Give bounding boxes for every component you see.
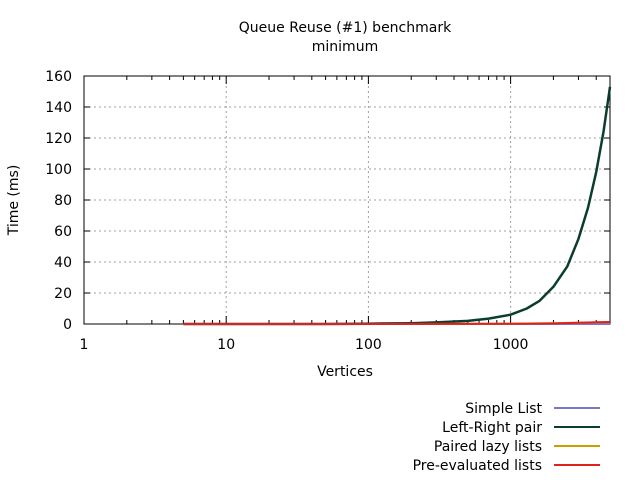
series-line-left-right-pair xyxy=(183,86,612,326)
chart-subtitle: minimum xyxy=(312,39,378,55)
legend-label: Paired lazy lists xyxy=(434,439,542,455)
plot-frame xyxy=(83,75,611,325)
legend-label: Left-Right pair xyxy=(442,420,542,436)
y-tick-label: 40 xyxy=(54,255,72,271)
grid-lines xyxy=(84,76,610,324)
y-tick-label: 60 xyxy=(54,224,72,240)
x-axis-label: Vertices xyxy=(317,364,373,380)
y-tick-label: 120 xyxy=(45,131,72,147)
x-axis-ticks: 1 10 100 1000 xyxy=(80,76,611,353)
x-tick-label: 1000 xyxy=(493,337,529,353)
legend-label: Pre-evaluated lists xyxy=(413,458,542,474)
y-axis-ticks: 0 20 40 60 80 100 120 140 160 xyxy=(45,69,610,333)
y-tick-label: 140 xyxy=(45,100,72,116)
chart-title: Queue Reuse (#1) benchmark xyxy=(239,20,452,36)
plot-border xyxy=(83,75,611,325)
x-tick-label: 100 xyxy=(355,337,382,353)
y-tick-label: 0 xyxy=(63,317,72,333)
series-lines xyxy=(183,86,612,326)
y-tick-label: 20 xyxy=(54,286,72,302)
legend-label: Simple List xyxy=(465,401,542,417)
y-tick-label: 80 xyxy=(54,193,72,209)
series-line-pre-evaluated-lists xyxy=(183,321,611,325)
y-axis-label: Time (ms) xyxy=(6,165,22,237)
x-tick-label: 10 xyxy=(217,337,235,353)
y-tick-label: 100 xyxy=(45,162,72,178)
legend: Simple List Left-Right pair Paired lazy li… xyxy=(413,401,600,474)
y-tick-label: 160 xyxy=(45,69,72,85)
x-tick-label: 1 xyxy=(80,337,89,353)
